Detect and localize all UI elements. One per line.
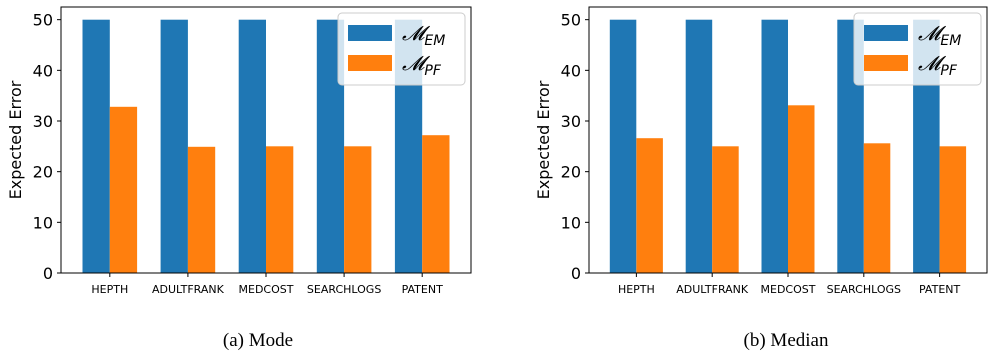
legend-swatch-pf: [348, 55, 392, 71]
bar-pf-hepth: [109, 106, 138, 273]
legend-swatch-em: [348, 25, 392, 41]
x-tick-label: SEARCHLOGS: [307, 283, 381, 296]
y-tick-label: 40: [561, 61, 581, 80]
x-tick-label: ADULTFRANK: [676, 283, 749, 296]
y-tick-label: 30: [33, 112, 53, 131]
y-tick-label: 0: [43, 264, 53, 283]
x-tick-label: PATENT: [402, 283, 443, 296]
y-tick-label: 30: [561, 112, 581, 131]
caption-mode: (a) Mode: [222, 330, 294, 351]
y-tick-label: 40: [33, 61, 53, 80]
bar-pf-adultfrank: [187, 146, 216, 273]
bar-em-adultfrank: [685, 19, 713, 274]
chart-1: 0 10 20 30 40 50 HEPTH ADULTFRANK MEDCOST SEARCHL…: [534, 6, 988, 296]
x-tick-label: PATENT: [919, 283, 960, 296]
y-axis-label: Expected Error: [534, 80, 553, 199]
bar-pf-medcost: [788, 105, 815, 273]
bar-pf-adultfrank: [712, 146, 739, 273]
x-tick-label: MEDCOST: [239, 283, 294, 296]
bar-em-medcost: [761, 19, 788, 274]
y-tick-label: 10: [561, 213, 581, 232]
x-tick-label: ADULTFRANK: [152, 283, 225, 296]
x-tick-label: MEDCOST: [761, 283, 816, 296]
y-tick-label: 50: [561, 11, 581, 30]
bar-em-hepth: [82, 19, 110, 274]
y-tick-label: 20: [561, 163, 581, 182]
bar-em-medcost: [238, 19, 266, 274]
legend-label-pf: 𝓜PF: [402, 51, 442, 79]
bar-pf-medcost: [266, 146, 294, 273]
legend-swatch-em: [864, 25, 908, 41]
bar-pf-searchlogs: [863, 143, 891, 273]
bar-em-hepth: [609, 19, 637, 274]
bar-pf-patent: [422, 135, 450, 273]
figure-charts: 0 10 20 30 40 50 HEPTH ADULTFRANK MEDCOST SEARCHL…: [6, 6, 988, 296]
bar-em-adultfrank: [160, 19, 188, 274]
bar-pf-patent: [939, 146, 967, 273]
x-tick-label: HEPTH: [91, 283, 128, 296]
chart-0: 0 10 20 30 40 50 HEPTH ADULTFRANK MEDCOST SEARCHL…: [6, 6, 472, 296]
bar-pf-searchlogs: [344, 146, 372, 273]
y-tick-label: 20: [33, 163, 53, 182]
y-axis-label: Expected Error: [6, 80, 25, 199]
y-tick-label: 10: [33, 213, 53, 232]
bar-pf-hepth: [636, 138, 663, 273]
x-tick-label: SEARCHLOGS: [827, 283, 901, 296]
x-tick-label: HEPTH: [618, 283, 655, 296]
legend-label-pf: 𝓜PF: [918, 51, 958, 79]
caption-median: (b) Median: [743, 330, 829, 351]
legend-swatch-pf: [864, 55, 908, 71]
y-tick-label: 50: [33, 11, 53, 30]
y-tick-label: 0: [571, 264, 581, 283]
